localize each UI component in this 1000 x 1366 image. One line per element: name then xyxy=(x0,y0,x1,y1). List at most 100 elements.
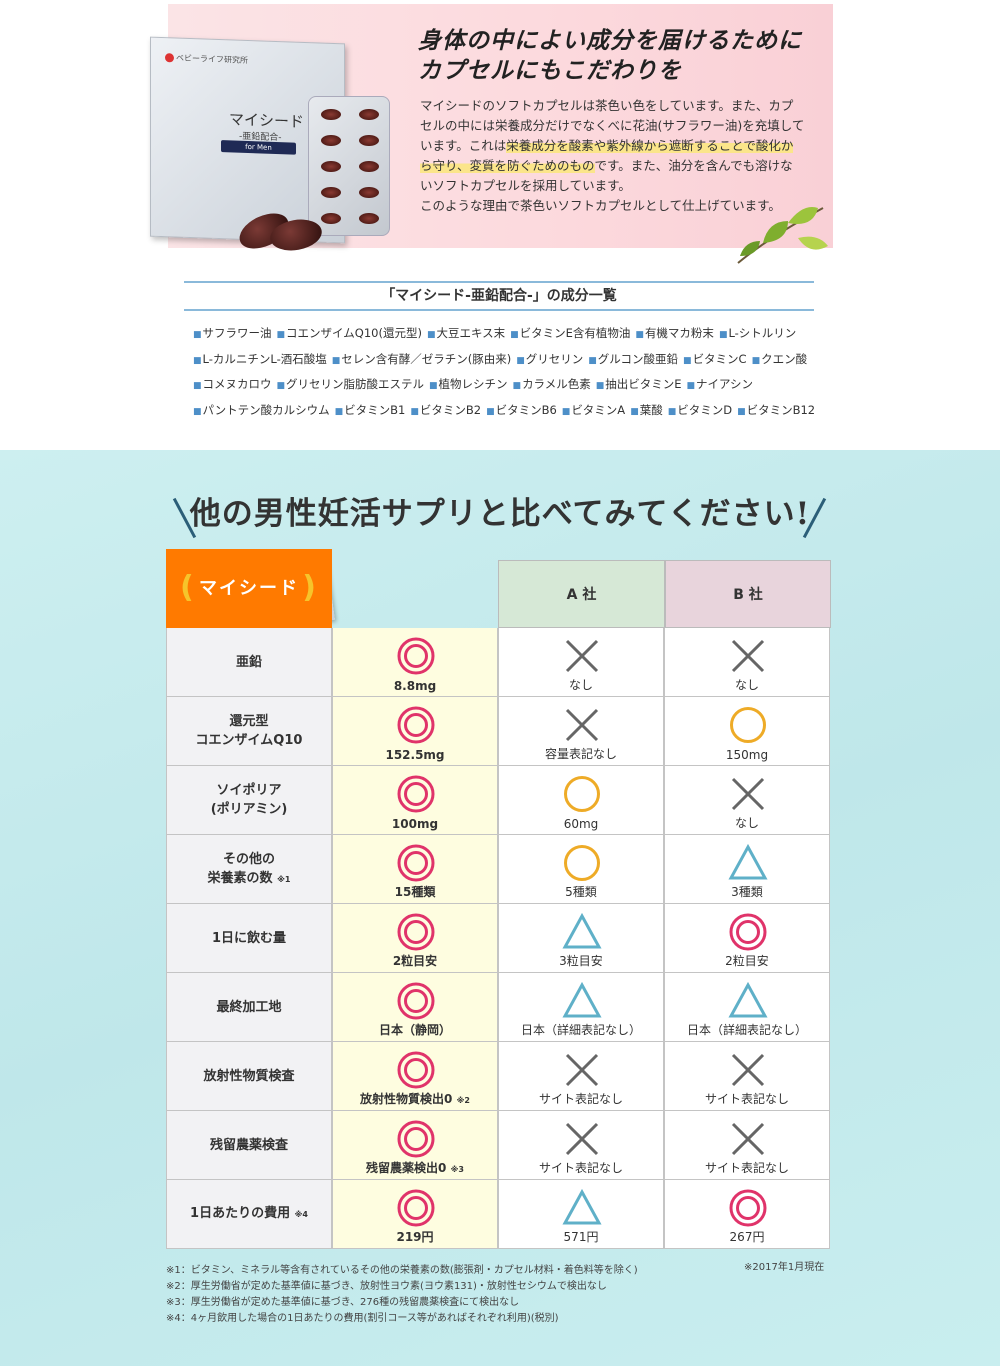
table-row: 1日に飲む量 2粒目安 3粒目安 2粒目安 xyxy=(166,904,831,973)
ingredient-item: 植物レシチン xyxy=(429,377,508,391)
cell-value: なし xyxy=(734,678,759,692)
footnote-ref: ※2 xyxy=(456,1096,470,1105)
table-row: 放射性物質検査 放射性物質検出0 ※2 サイト表記なし サイト表記なし xyxy=(166,1042,831,1111)
ingredient-item: コメヌカロウ xyxy=(193,377,272,391)
cross-icon xyxy=(565,1122,599,1156)
cell-value: 8.8mg xyxy=(393,679,437,693)
triangle-icon xyxy=(562,981,602,1018)
capsule-image xyxy=(321,109,341,120)
table-cell: 267円 xyxy=(664,1180,830,1249)
cross-icon xyxy=(565,639,599,673)
capsule-image xyxy=(359,161,379,172)
table-row: 残留農薬検査 残留農薬検出0 ※3 サイト表記なし サイト表記なし xyxy=(166,1111,831,1180)
double-circle-icon xyxy=(397,913,435,951)
table-cell: 219円 xyxy=(332,1180,498,1249)
cell-value: 残留農薬検出0 xyxy=(366,1161,447,1175)
table-cell: サイト表記なし xyxy=(664,1042,830,1111)
row-label: 残留農薬検査 xyxy=(166,1111,332,1180)
double-circle-icon xyxy=(397,775,435,813)
table-row: 還元型 コエンザイムQ10 152.5mg 容量表記なし 150mg xyxy=(166,697,831,766)
double-circle-icon xyxy=(729,913,767,951)
table-cell: なし xyxy=(498,628,664,697)
cross-icon xyxy=(731,1053,765,1087)
ingredient-item: グルコン酸亜鉛 xyxy=(588,352,678,366)
table-row: その他の 栄養素の数 ※1 15種類 5種類 3種類 xyxy=(166,835,831,904)
ingredients-list: サフラワー油コエンザイムQ10(還元型) 大豆エキス末ビタミンE含有植物油有機マカ… xyxy=(193,322,823,424)
ingredient-item: ビタミンB1 xyxy=(335,403,406,417)
laurel-left-icon: ( xyxy=(180,570,196,605)
banner-headline: 身体の中によい成分を届けるために カプセルにもこだわりを xyxy=(418,28,802,84)
ingredient-item: L-シトルリン xyxy=(719,326,796,340)
cross-icon xyxy=(565,708,599,742)
row-label: その他の 栄養素の数 ※1 xyxy=(166,835,332,904)
capsule-section: ベビーライフ研究所 マイシード -亜鉛配合- for Men 身体の中によい成分… xyxy=(0,0,1000,450)
row-label: ソイポリア (ポリアミン) xyxy=(166,766,332,835)
cell-value: 100mg xyxy=(391,817,439,831)
table-cell: 3種類 xyxy=(664,835,830,904)
triangle-icon xyxy=(562,1188,602,1225)
table-cell: なし xyxy=(664,628,830,697)
footnote: ※1：ビタミン、ミネラル等含有されているその他の栄養素の数(膨張剤・カプセル材料… xyxy=(166,1265,638,1276)
blister-pack xyxy=(308,96,390,236)
ingredient-item: パントテン酸カルシウム xyxy=(193,403,330,417)
footnote: ※2：厚生労働省が定めた基準値に基づき、放射性ヨウ素(ヨウ素131)・放射性セシ… xyxy=(166,1281,607,1292)
cell-value: 2粒目安 xyxy=(392,954,438,968)
double-circle-icon xyxy=(397,1051,435,1089)
cell-value: サイト表記なし xyxy=(538,1161,623,1175)
footnote-ref: ※3 xyxy=(450,1165,464,1174)
cross-icon xyxy=(565,1053,599,1087)
cell-value: 日本（詳細表記なし） xyxy=(520,1023,641,1037)
cell-value: 容量表記なし xyxy=(544,747,617,761)
capsule-image xyxy=(359,213,379,224)
ingredient-item: ビタミンE含有植物油 xyxy=(510,326,630,340)
table-cell: 3粒目安 xyxy=(498,904,664,973)
cell-value: 2粒目安 xyxy=(725,954,769,968)
cross-icon xyxy=(731,639,765,673)
cell-value: 15種類 xyxy=(394,885,436,899)
row-label: 1日に飲む量 xyxy=(166,904,332,973)
ingredient-item: セレン含有酵／ゼラチン(豚由来) xyxy=(332,352,512,366)
ingredient-item: ビタミンB6 xyxy=(486,403,557,417)
footnote: ※3：厚生労働省が定めた基準値に基づき、276種の残留農薬検査にて検出なし xyxy=(166,1297,520,1308)
circle-icon xyxy=(564,845,600,881)
ingredient-item: ビタミンB12 xyxy=(737,403,815,417)
ingredients-title: 「マイシード-亜鉛配合-」の成分一覧 xyxy=(184,281,814,311)
laurel-right-icon: ) xyxy=(302,570,318,605)
as-of-date: ※2017年1月現在 xyxy=(744,1262,825,1273)
table-cell: 2粒目安 xyxy=(332,904,498,973)
row-label: 1日あたりの費用 ※4 xyxy=(166,1180,332,1249)
table-cell: なし xyxy=(664,766,830,835)
cell-value: 日本（静岡） xyxy=(378,1023,451,1037)
comparison-title: 他の男性妊活サプリと比べてみてください! xyxy=(189,496,811,532)
table-cell: 日本（静岡） xyxy=(332,973,498,1042)
double-circle-icon xyxy=(397,706,435,744)
header-myseed: ( マイシード ) xyxy=(166,549,332,628)
capsule-image xyxy=(359,187,379,198)
ingredient-item: ビタミンA xyxy=(562,403,625,417)
ingredient-item: L-カルニチンL-酒石酸塩 xyxy=(193,352,327,366)
table-row: ソイポリア (ポリアミン) 100mg 60mg なし xyxy=(166,766,831,835)
cell-value: 3種類 xyxy=(731,885,763,899)
cell-value: 60mg xyxy=(563,817,599,831)
cell-value: 5種類 xyxy=(565,885,597,899)
cell-value: サイト表記なし xyxy=(704,1092,789,1106)
cross-icon xyxy=(731,777,765,811)
double-circle-icon xyxy=(397,844,435,882)
table-cell: 日本（詳細表記なし） xyxy=(498,973,664,1042)
maker-logo-icon xyxy=(165,53,174,63)
table-cell: サイト表記なし xyxy=(664,1111,830,1180)
table-row: 1日あたりの費用 ※4 219円 571円 267円 xyxy=(166,1180,831,1249)
table-cell: 残留農薬検出0 ※3 xyxy=(332,1111,498,1180)
header-company-a: A 社 xyxy=(498,560,665,628)
capsule-image xyxy=(321,161,341,172)
row-label: 還元型 コエンザイムQ10 xyxy=(166,697,332,766)
ingredient-item: グリセリン xyxy=(516,352,583,366)
footnote: ※4：4ヶ月飲用した場合の1日あたりの費用(割引コース等があればそれぞれ利用)(… xyxy=(166,1313,559,1324)
table-cell: 150mg xyxy=(664,697,830,766)
capsule-image xyxy=(321,187,341,198)
ingredient-item: コエンザイムQ10(還元型) xyxy=(277,326,422,340)
circle-icon xyxy=(564,776,600,812)
double-circle-icon xyxy=(397,1120,435,1158)
cell-value: 267円 xyxy=(729,1230,765,1244)
table-cell: 容量表記なし xyxy=(498,697,664,766)
